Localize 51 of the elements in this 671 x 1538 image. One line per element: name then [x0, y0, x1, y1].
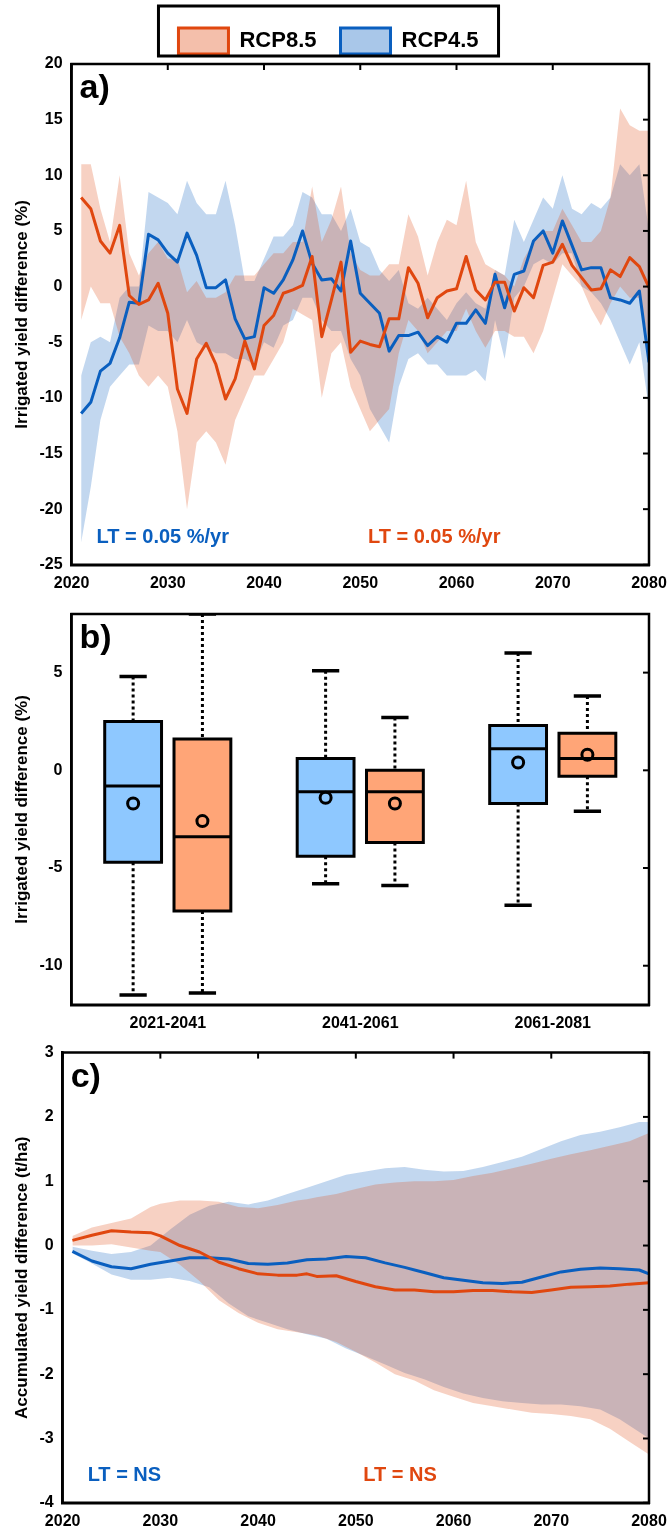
y-tick-label: 0 [44, 1235, 54, 1253]
y-tick-label: 20 [44, 54, 63, 72]
x-tick-label: 2060 [438, 573, 475, 591]
x-tick-label: 2070 [534, 573, 571, 591]
chart-title: c) [70, 1055, 101, 1094]
x-tick-label: 2040 [246, 573, 282, 591]
y-axis-title: Irrigated yield difference (%) [11, 695, 31, 924]
x-tick-label: 2080 [631, 1511, 667, 1529]
annotation: LT = 0.05 %/yr [367, 524, 501, 547]
chart-title: a) [79, 67, 110, 106]
y-axis-title: Irrigated yield difference (%) [11, 200, 31, 429]
x-tick-label: 2020 [44, 1511, 81, 1529]
y-tick-label: -25 [39, 555, 63, 573]
annotation: LT = 0.05 %/yr [96, 524, 230, 547]
y-tick-label: -5 [48, 858, 63, 876]
y-tick-label: -3 [39, 1428, 54, 1446]
y-tick-label: -10 [39, 388, 63, 406]
y-tick-label: 5 [53, 663, 63, 681]
legend-label: RCP8.5 [239, 27, 317, 53]
y-tick-label: -1 [39, 1300, 54, 1318]
x-tick-label: 2041-2061 [322, 1013, 399, 1031]
y-axis-title: Accumulated yield difference (t/ha) [11, 1136, 31, 1419]
chart-title: b) [79, 617, 112, 656]
y-tick-label: 5 [53, 221, 63, 239]
x-tick-label: 2040 [240, 1511, 276, 1529]
y-tick-label: -5 [48, 332, 63, 350]
x-tick-label: 2030 [142, 1511, 179, 1529]
x-tick-label: 2050 [338, 1511, 374, 1529]
y-tick-label: 0 [53, 760, 63, 778]
y-tick-label: 0 [53, 276, 63, 294]
y-tick-label: -20 [39, 499, 63, 517]
annotation: LT = NS [87, 1462, 162, 1485]
y-tick-label: -10 [39, 956, 63, 974]
y-tick-label: 15 [44, 110, 63, 128]
y-tick-label: -2 [39, 1364, 54, 1382]
x-tick-label: 2061-2081 [514, 1013, 592, 1031]
y-tick-label: -15 [39, 443, 63, 461]
legend-label: RCP4.5 [401, 27, 479, 53]
y-tick-label: 3 [44, 1043, 54, 1061]
x-tick-label: 2070 [533, 1511, 570, 1529]
annotation: LT = NS [363, 1462, 437, 1485]
y-tick-label: -4 [39, 1493, 54, 1511]
x-tick-label: 2050 [342, 573, 379, 591]
x-tick-label: 2080 [631, 573, 667, 591]
y-tick-label: 10 [44, 165, 63, 183]
x-tick-label: 2020 [53, 573, 90, 591]
x-tick-label: 2030 [149, 573, 186, 591]
x-tick-label: 2021-2041 [129, 1013, 207, 1031]
y-tick-label: 1 [44, 1171, 54, 1189]
y-tick-label: 2 [44, 1107, 54, 1125]
x-tick-label: 2060 [435, 1511, 472, 1529]
